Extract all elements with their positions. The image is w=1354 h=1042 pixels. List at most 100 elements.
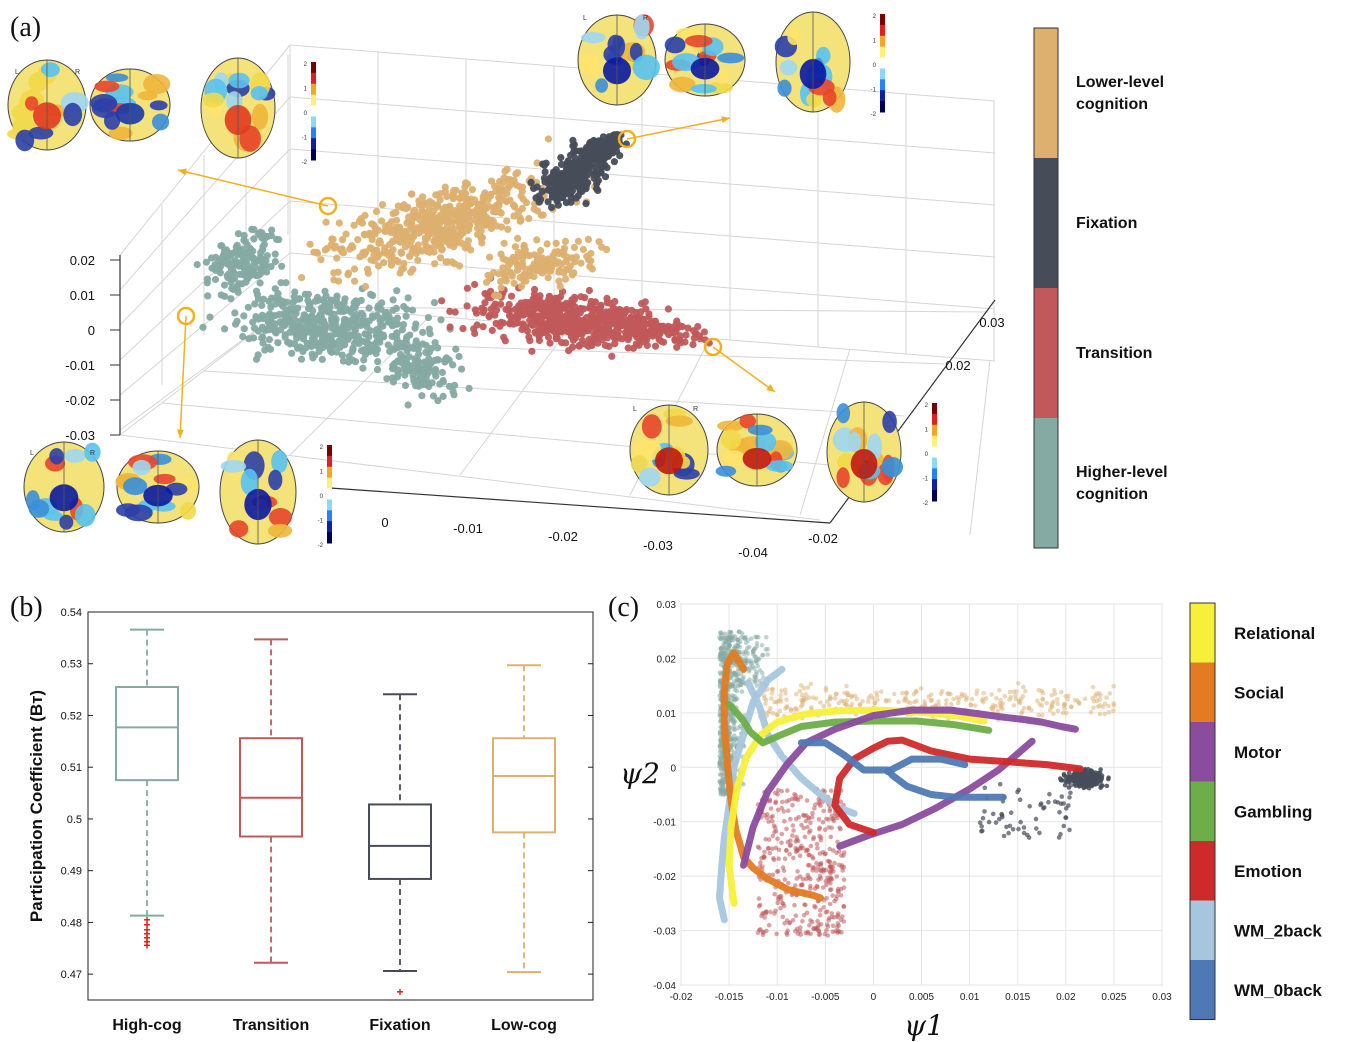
scatter-point: [829, 813, 835, 819]
scatter-point: [1106, 709, 1112, 715]
scatter-point: [781, 809, 787, 814]
x-tick-label: 0.03: [1152, 992, 1172, 1003]
scatter-point: [782, 818, 787, 824]
scatter-point: [1000, 814, 1005, 820]
point-higher-level-cognition: [259, 339, 267, 347]
scatter-point: [1082, 784, 1087, 790]
point-higher-level-cognition: [393, 330, 401, 338]
scatter-point: [832, 695, 838, 701]
scatter-point: [990, 811, 996, 817]
scatter-point: [879, 689, 884, 694]
scatter-point: [993, 820, 999, 825]
point-higher-level-cognition: [393, 373, 401, 381]
scatter-point: [760, 653, 765, 658]
scatter-point: [1072, 697, 1078, 703]
scatter-point: [793, 928, 798, 934]
point-higher-level-cognition: [267, 323, 275, 332]
scatter-point: [793, 913, 799, 918]
point-higher-level-cognition: [249, 318, 257, 326]
point-higher-level-cognition: [206, 313, 214, 321]
point-higher-level-cognition: [396, 350, 405, 359]
point-higher-level-cognition: [221, 325, 229, 333]
point-transition: [513, 319, 521, 327]
x-tick-label: -0.015: [715, 992, 744, 1003]
point-higher-level-cognition: [422, 341, 430, 350]
y-tick-label: 0.02: [657, 654, 677, 665]
scatter-point: [800, 702, 805, 708]
scatter-point: [1097, 711, 1103, 717]
scatter-point: [903, 697, 908, 702]
point-higher-level-cognition: [439, 376, 447, 385]
y-axis-title: ψ2: [620, 757, 660, 790]
point-higher-level-cognition: [256, 279, 264, 287]
scatter-point: [841, 853, 846, 858]
scatter-point: [989, 692, 994, 697]
scatter-point: [730, 742, 735, 747]
point-higher-level-cognition: [227, 278, 235, 286]
scatter-point: [761, 930, 766, 935]
scatter-point: [772, 891, 777, 897]
scatter-point: [808, 883, 813, 889]
scatter-point: [794, 876, 800, 881]
point-higher-level-cognition: [320, 336, 328, 344]
scatter-point: [922, 699, 927, 704]
scatter-point: [769, 691, 775, 696]
point-higher-level-cognition: [358, 320, 367, 328]
scatter-point: [766, 922, 772, 928]
point-higher-level-cognition: [353, 315, 361, 323]
point-higher-level-cognition: [282, 279, 290, 287]
point-transition: [611, 340, 619, 348]
scatter-point: [814, 926, 819, 932]
point-higher-level-cognition: [434, 397, 442, 405]
scatter-point: [974, 688, 980, 693]
scatter-point: [1000, 706, 1005, 712]
point-higher-level-cognition: [338, 351, 346, 359]
scatter-point: [754, 671, 760, 677]
point-higher-level-cognition: [319, 296, 327, 304]
point-higher-level-cognition: [275, 295, 283, 303]
point-higher-level-cognition: [239, 332, 247, 341]
point-higher-level-cognition: [281, 320, 289, 329]
point-higher-level-cognition: [275, 236, 283, 244]
scatter-point: [1016, 681, 1021, 686]
scatter-point: [770, 833, 776, 839]
scatter-point: [758, 860, 763, 865]
point-higher-level-cognition: [334, 330, 342, 338]
scatter-point: [1068, 783, 1074, 788]
point-higher-level-cognition: [335, 301, 343, 309]
scatter-point: [836, 923, 841, 928]
scatter-point: [1016, 826, 1021, 832]
scatter-point: [792, 796, 798, 802]
scatter-point: [826, 879, 831, 884]
scatter-point: [936, 699, 941, 704]
grid-line: [289, 148, 996, 206]
scatter-point: [763, 635, 769, 640]
point-higher-level-cognition: [252, 264, 260, 272]
point-higher-level-cognition: [318, 355, 326, 363]
point-higher-level-cognition: [449, 361, 457, 369]
point-higher-level-cognition: [297, 355, 306, 363]
scatter-point: [820, 820, 826, 825]
legend-swatch: [1190, 960, 1215, 1020]
scatter-point: [820, 849, 826, 855]
scatter-point: [1063, 815, 1068, 820]
scatter-point: [720, 776, 725, 782]
scatter-point: [994, 696, 999, 701]
scatter-point: [946, 691, 952, 696]
point-higher-level-cognition: [240, 264, 248, 272]
scatter-point: [1007, 697, 1012, 702]
scatter-point: [783, 847, 789, 853]
scatter-point: [949, 701, 954, 707]
scatter-point: [804, 876, 809, 882]
scatter-point: [1057, 809, 1062, 815]
scatter-point: [1055, 697, 1060, 702]
scatter-point: [1017, 797, 1023, 802]
scatter-point: [1098, 785, 1103, 790]
scatter-point: [825, 909, 830, 914]
scatter-point: [1102, 711, 1108, 717]
scatter-point: [1097, 703, 1103, 708]
point-transition: [608, 352, 616, 360]
scatter-point: [821, 703, 826, 709]
z-tick-label: 0: [88, 323, 95, 338]
scatter-point: [811, 836, 816, 842]
